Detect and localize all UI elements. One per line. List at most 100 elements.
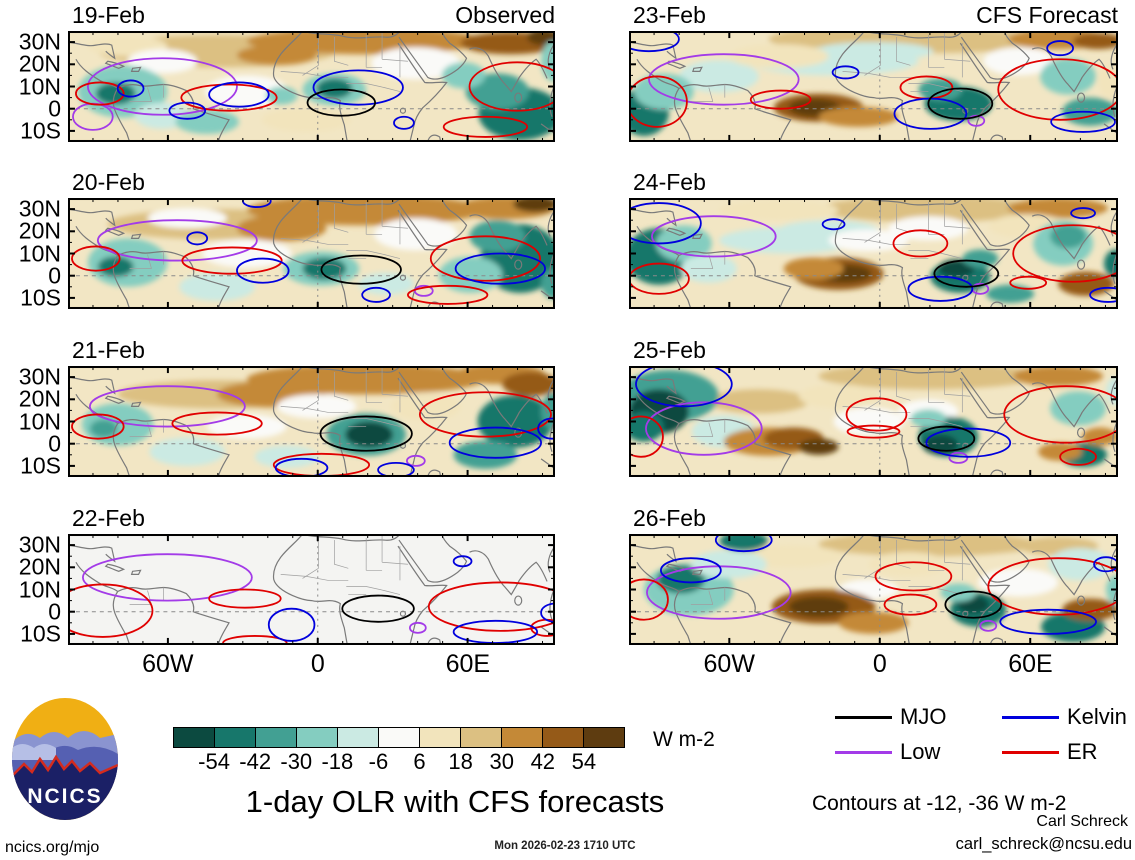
blue-wave-contour (660, 557, 722, 584)
colorbar-tick-label: 18 (448, 749, 473, 774)
olr-shading-blob (374, 218, 458, 251)
blue-wave-contour (1070, 207, 1096, 220)
olr-shading-blob (719, 534, 768, 552)
olr-shading-blob (179, 272, 255, 301)
olr-shading-blob (1038, 442, 1083, 461)
olr-shading-blob (95, 82, 136, 105)
blue-wave-contour (999, 608, 1097, 635)
lon-axis-label: 60W (703, 650, 755, 678)
blue-wave-contour (831, 65, 860, 80)
olr-shading-blob (1104, 249, 1118, 278)
olr-shading-blob (818, 106, 899, 127)
map-panel: 24-Feb (629, 169, 1118, 309)
olr-shading-blob (983, 47, 1054, 76)
olr-shading-blob (371, 47, 461, 80)
olr-shading-blob (1050, 224, 1087, 249)
panel-date-label: 26-Feb (633, 505, 706, 531)
olr-shading-blob (690, 550, 767, 579)
blue-wave-contour (393, 115, 415, 130)
red-wave-contour (1003, 385, 1118, 444)
map-plot (68, 534, 555, 645)
red-wave-contour (407, 284, 489, 305)
olr-shading-blob (513, 198, 555, 213)
panel-date-label: 24-Feb (633, 169, 706, 195)
colorbar-segment (297, 728, 338, 747)
olr-shading-blob (1073, 33, 1118, 50)
colorbar-tick-label: 54 (571, 749, 597, 774)
lon-axis-label: 60E (1008, 650, 1053, 678)
red-wave-contour (427, 581, 555, 632)
blue-wave-contour (168, 101, 207, 120)
lat-axis-label: 10S (20, 117, 61, 144)
blue-wave-contour (1046, 40, 1074, 57)
olr-shading-blob (798, 438, 839, 455)
red-wave-contour (892, 229, 949, 258)
olr-shading-blob (962, 249, 999, 268)
blue-wave-contour (312, 69, 404, 106)
map-plot (629, 366, 1118, 477)
blue-wave-contour (236, 257, 290, 284)
lat-axis-label: 10N (18, 408, 61, 434)
red-wave-contour (629, 262, 690, 295)
legend-line-er (1002, 751, 1059, 754)
purple-wave-contour (651, 215, 777, 258)
red-wave-contour (181, 246, 283, 275)
colorbar-segment (256, 728, 297, 747)
olr-shading-blob (783, 257, 844, 280)
black-wave-contour (320, 254, 402, 285)
black-wave-contour (917, 425, 976, 452)
blue-wave-contour (116, 79, 145, 98)
olr-shading-blob (276, 394, 357, 419)
panel-date-label: 25-Feb (633, 337, 706, 363)
legend-label-mjo: MJO (900, 704, 947, 729)
olr-shading-blob (127, 49, 198, 74)
legend-line-low (835, 751, 892, 754)
lat-axis-label: 0 (48, 262, 61, 289)
red-wave-contour (68, 583, 154, 638)
colorbar-tick-label: -18 (321, 749, 354, 774)
lat-axis-label: 0 (48, 95, 61, 122)
panel-border (68, 534, 555, 645)
olr-shading-blob (147, 208, 228, 229)
colorbar-tick-label: 42 (530, 749, 556, 774)
map-plot (68, 198, 555, 309)
red-wave-contour (71, 245, 121, 272)
blue-wave-contour (629, 31, 680, 53)
colorbar (173, 727, 625, 748)
olr-shading-blob (1040, 58, 1097, 95)
purple-wave-contour (82, 553, 253, 602)
colorbar-segment (584, 728, 624, 747)
red-wave-contour (1012, 224, 1118, 283)
olr-shading-blob (316, 78, 353, 99)
olr-shading-blob (728, 44, 829, 69)
colorbar-segment (174, 728, 215, 747)
map-plot (629, 198, 1118, 309)
blue-wave-contour (186, 231, 209, 246)
panel-border (68, 31, 555, 142)
map-plot (68, 366, 555, 477)
panel-border (629, 534, 1118, 645)
country-borders (690, 368, 971, 437)
coastlines (629, 366, 1118, 477)
colorbar-tick-label: 30 (489, 749, 514, 774)
red-wave-contour (629, 75, 688, 128)
legend-label-low: Low (900, 739, 941, 764)
panel-column-header: CFS Forecast (976, 2, 1118, 28)
olr-shading-blob (838, 611, 909, 634)
timestamp: Mon 2026-02-23 1710 UTC (494, 840, 636, 852)
panel-border (629, 366, 1118, 477)
purple-wave-contour (648, 53, 800, 106)
blue-wave-contour (537, 417, 555, 440)
black-wave-contour (306, 88, 377, 117)
blue-wave-contour (1093, 556, 1118, 573)
country-borders (129, 536, 408, 605)
panel-date-label: 20-Feb (72, 169, 145, 195)
olr-shading-blob (175, 109, 239, 134)
blue-wave-contour (267, 607, 316, 642)
olr-shading-blob (236, 45, 317, 66)
lat-axis-label: 20N (18, 50, 61, 77)
map-panel: 21-Feb 30N 20N 10N 0 10S (19, 337, 555, 478)
red-wave-contour (845, 397, 908, 432)
map-plot (629, 534, 1118, 645)
olr-shading-blob (149, 437, 226, 466)
